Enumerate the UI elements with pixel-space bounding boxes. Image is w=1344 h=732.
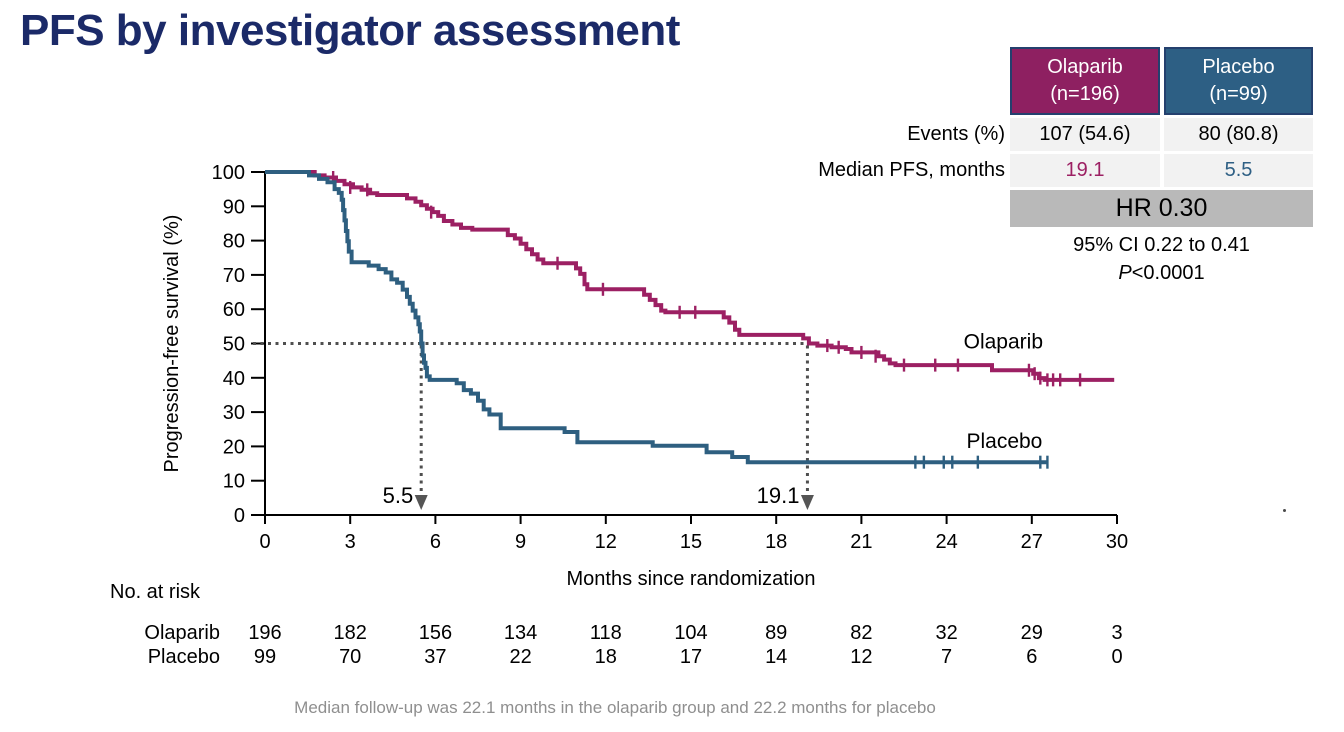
risk-count: 99 (253, 646, 277, 668)
risk-count: 18 (594, 646, 617, 668)
svg-text:18: 18 (765, 531, 787, 553)
svg-text:80: 80 (223, 231, 245, 253)
svg-text:Olaparib: Olaparib (964, 330, 1043, 353)
svg-text:6: 6 (430, 531, 441, 553)
svg-text:15: 15 (680, 531, 702, 553)
events-value-olaparib: 107 (54.6) (1010, 118, 1160, 151)
svg-text:60: 60 (223, 299, 245, 321)
svg-text:12: 12 (595, 531, 617, 553)
summary-col-header-olaparib: Olaparib (n=196) (1010, 47, 1160, 115)
svg-text:70: 70 (223, 265, 245, 287)
summary-col-header-placebo-n: (n=99) (1209, 83, 1268, 105)
svg-text:30: 30 (223, 402, 245, 424)
footnote: Median follow-up was 22.1 months in the … (294, 698, 936, 717)
risk-count: 14 (765, 646, 788, 668)
risk-count: 29 (1020, 622, 1043, 644)
svg-text:10: 10 (223, 471, 245, 493)
svg-text:0: 0 (234, 505, 245, 527)
svg-text:40: 40 (223, 368, 245, 390)
svg-text:3: 3 (345, 531, 356, 553)
summary-col-header-olaparib-name: Olaparib (1047, 56, 1123, 78)
risk-row-label-placebo: Placebo (147, 646, 220, 668)
risk-count: 196 (248, 622, 282, 644)
confidence-interval-text: 95% CI 0.22 to 0.41 (1073, 233, 1250, 256)
risk-count: 89 (765, 622, 788, 644)
svg-text:5.5: 5.5 (383, 483, 414, 508)
events-value-placebo: 80 (80.8) (1164, 118, 1313, 151)
svg-text:Progression-free survival (%): Progression-free survival (%) (161, 215, 183, 473)
svg-text:90: 90 (223, 196, 245, 218)
risk-count: 32 (935, 622, 958, 644)
risk-count: 7 (941, 646, 953, 668)
risk-count: 6 (1026, 646, 1038, 668)
median-pfs-value-placebo: 5.5 (1164, 154, 1313, 187)
risk-count: 118 (589, 622, 622, 644)
risk-count: 156 (418, 622, 453, 644)
risk-count: 3 (1111, 622, 1123, 644)
risk-count: 0 (1111, 646, 1123, 668)
p-value-number: <0.0001 (1131, 261, 1205, 284)
risk-count: 17 (679, 646, 703, 668)
page-title: PFS by investigator assessment (20, 6, 680, 55)
summary-col-header-placebo-name: Placebo (1202, 56, 1275, 78)
svg-text:24: 24 (935, 531, 957, 553)
p-value-text: P <0.0001 (1010, 259, 1313, 287)
svg-text:30: 30 (1106, 531, 1128, 553)
summary-col-header-olaparib-n: (n=196) (1050, 83, 1120, 105)
svg-text:0: 0 (259, 531, 270, 553)
risk-count: 12 (850, 646, 873, 668)
events-row-label: Events (%) (907, 123, 1005, 145)
svg-text:Placebo: Placebo (966, 430, 1042, 453)
risk-count: 22 (509, 646, 532, 668)
svg-text:Months since randomization: Months since randomization (566, 568, 815, 590)
stray-mark (1283, 509, 1286, 512)
hazard-ratio-band: HR 0.30 (1010, 190, 1313, 227)
risk-count: 82 (850, 622, 873, 644)
risk-row-label-olaparib: Olaparib (144, 622, 220, 644)
risk-count: 182 (333, 622, 367, 644)
svg-text:27: 27 (1021, 531, 1043, 553)
summary-col-header-placebo: Placebo (n=99) (1164, 47, 1313, 115)
risk-count: 104 (674, 622, 708, 644)
risk-count: 134 (503, 622, 538, 644)
risk-table-heading: No. at risk (110, 581, 201, 603)
risk-count: 37 (424, 646, 447, 668)
svg-text:20: 20 (223, 436, 245, 458)
risk-count: 70 (339, 646, 362, 668)
svg-text:50: 50 (223, 334, 245, 356)
svg-text:9: 9 (515, 531, 526, 553)
svg-text:100: 100 (212, 162, 245, 184)
svg-text:21: 21 (850, 531, 872, 553)
svg-text:19.1: 19.1 (757, 483, 800, 508)
p-value-symbol: P (1118, 261, 1132, 284)
median-pfs-value-olaparib: 19.1 (1010, 154, 1160, 187)
median-pfs-row-label: Median PFS, months (818, 159, 1005, 181)
